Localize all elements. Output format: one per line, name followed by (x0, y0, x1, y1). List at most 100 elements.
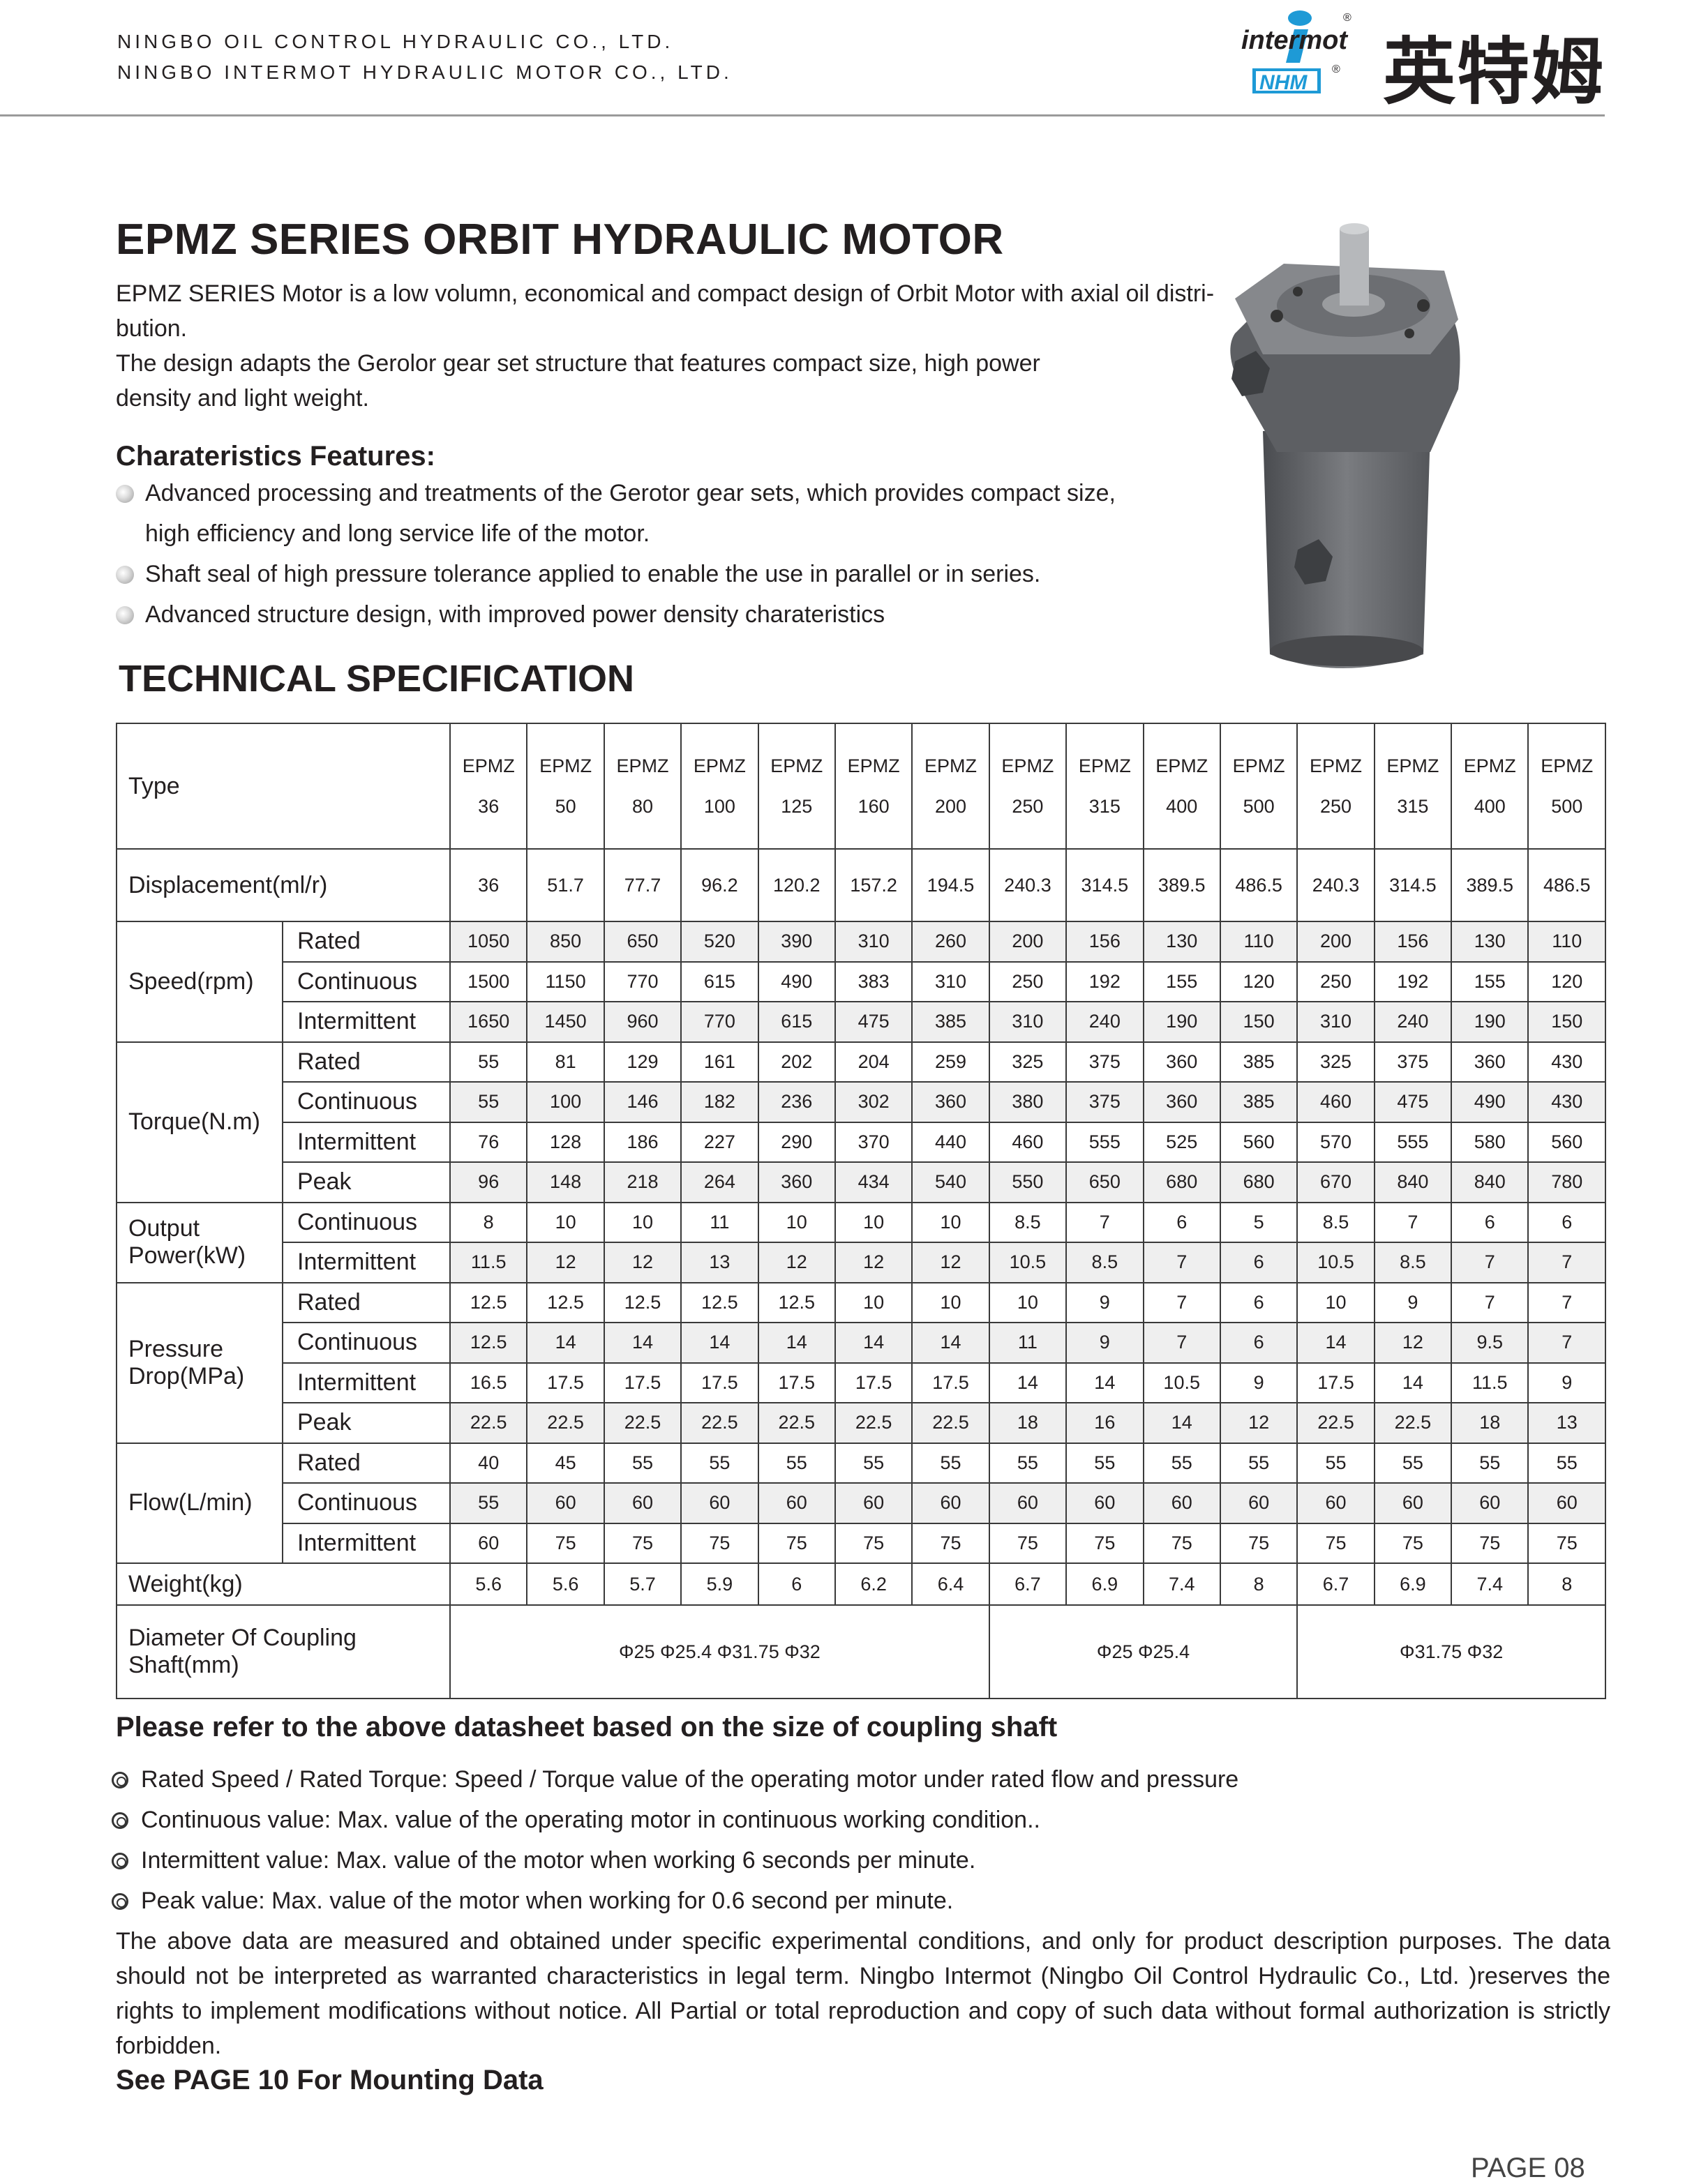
page-number: PAGE 08 (1471, 2153, 1585, 2183)
value-cell: 14 (1373, 1362, 1453, 1403)
table-row: Intermittent 16.5 17.5 17.5 17.5 17.5 17.5 17.5… (117, 1362, 1606, 1403)
value-cell: 555 (1373, 1121, 1453, 1163)
value-cell: 12.5 (757, 1281, 836, 1323)
value-cell: 570 (1296, 1121, 1375, 1163)
value-cell: 17.5 (526, 1362, 605, 1403)
table-row: Intermittent 1650 1450 960 770 615 475 385 310 24… (117, 1001, 1606, 1043)
value-cell: 10 (526, 1201, 605, 1243)
group-label: Speed(rpm) (116, 921, 283, 1043)
shaft-row: Diameter Of Coupling Shaft(mm) Φ25 Φ25.4 … (116, 1604, 1606, 1699)
value-cell: 11.5 (449, 1242, 528, 1283)
value-cell: 580 (1451, 1121, 1529, 1163)
value-cell: 17.5 (911, 1362, 990, 1403)
weight-label: Weight(kg) (116, 1562, 451, 1606)
value-cell: 260 (911, 921, 990, 963)
type-cell: EPMZ 80 (603, 723, 682, 850)
value-cell: 130 (1451, 921, 1529, 963)
type-cell: EPMZ 315 (1065, 723, 1144, 850)
type-cell: EPMZ 400 (1142, 723, 1221, 850)
value-cell: 7 (1527, 1242, 1606, 1283)
motor-product-image (1230, 223, 1460, 668)
value-cell: 75 (526, 1522, 605, 1564)
type-number: 250 (1012, 796, 1044, 817)
value-cell: 100 (526, 1081, 605, 1123)
value-cell: 555 (1065, 1121, 1144, 1163)
value-cell: 475 (834, 1001, 913, 1043)
value-cell: 150 (1527, 1001, 1606, 1043)
value-cell: 259 (911, 1041, 990, 1083)
value-cell: 75 (1296, 1522, 1375, 1564)
value-cell: 120 (1527, 961, 1606, 1002)
value-cell: 5 (1219, 1201, 1298, 1243)
type-number: 250 (1319, 796, 1352, 817)
group-label: Torque(N.m) (116, 1041, 283, 1203)
value-cell: 190 (1451, 1001, 1529, 1043)
table-row: Torque(N.m) Rated 55 81 129 161 202 204 259 325 37… (116, 1041, 1606, 1203)
value-cell: 14 (603, 1322, 682, 1364)
value-cell: 75 (1451, 1522, 1529, 1564)
value-cell: 840 (1451, 1161, 1529, 1203)
displacement-cell: 51.7 (526, 848, 605, 922)
value-cell: 8.5 (1065, 1242, 1144, 1283)
group-label: Pressure Drop(MPa) (116, 1281, 283, 1444)
value-cell: 12 (603, 1242, 682, 1283)
value-cell: 240 (1373, 1001, 1453, 1043)
shaft-cell: Φ25 Φ25.4 (988, 1604, 1298, 1699)
value-cell: 360 (1142, 1081, 1221, 1123)
weight-cell: 6.9 (1065, 1562, 1144, 1606)
value-cell: 850 (526, 921, 605, 963)
type-prefix: EPMZ (1463, 755, 1516, 776)
type-prefix: EPMZ (924, 755, 978, 776)
value-cell: 55 (449, 1482, 528, 1524)
row-label: Intermittent (282, 1522, 451, 1564)
type-prefix: EPMZ (462, 755, 515, 776)
value-cell: 16 (1065, 1402, 1144, 1444)
value-cell: 14 (1296, 1322, 1375, 1364)
value-cell: 55 (1219, 1442, 1298, 1484)
value-cell: 75 (1065, 1522, 1144, 1564)
value-cell: 430 (1527, 1041, 1606, 1083)
row-label: Intermittent (282, 1001, 451, 1043)
value-cell: 10 (757, 1201, 836, 1243)
table-row: Continuous 55 60 60 60 60 60 60 60 60 60 60 60 60 60 60 (117, 1482, 1606, 1524)
value-cell: 60 (834, 1482, 913, 1524)
value-cell: 120 (1219, 961, 1298, 1002)
value-cell: 650 (603, 921, 682, 963)
value-cell: 375 (1065, 1081, 1144, 1123)
type-number: 125 (781, 796, 813, 817)
svg-text:intermot: intermot (1241, 26, 1348, 55)
refer-note: Please refer to the above datasheet base… (116, 1712, 1058, 1742)
table-row: Continuous 55 100 146 182 236 302 360 380 375 360 3… (117, 1081, 1606, 1123)
intro-line: EPMZ SERIES Motor is a low volumn, econo… (116, 280, 1215, 307)
table-row: Continuous 12.5 14 14 14 14 14 14 11 9 7 6 14 12 9.5 7 (117, 1322, 1606, 1364)
type-number: 315 (1088, 796, 1121, 817)
row-label: Peak (282, 1161, 451, 1203)
value-cell: 10 (1296, 1281, 1375, 1323)
type-cell: EPMZ 100 (680, 723, 759, 850)
row-label: Continuous (282, 1482, 451, 1524)
value-cell: 17.5 (757, 1362, 836, 1403)
value-cell: 325 (988, 1041, 1068, 1083)
value-cell: 55 (449, 1081, 528, 1123)
circle-bullet-icon (112, 1812, 128, 1829)
displacement-cell: 96.2 (680, 848, 759, 922)
value-cell: 18 (1451, 1402, 1529, 1444)
intro-line: bution. (116, 315, 188, 342)
value-cell: 1050 (449, 921, 528, 963)
brand-chinese-name: 英特姆 (1383, 29, 1605, 114)
intro-line: The design adapts the Gerolor gear set s… (116, 350, 1040, 377)
value-cell: 12.5 (603, 1281, 682, 1323)
value-cell: 475 (1373, 1081, 1453, 1123)
type-prefix: EPMZ (1155, 755, 1208, 776)
value-cell: 60 (757, 1482, 836, 1524)
displacement-cell: 389.5 (1142, 848, 1221, 922)
value-cell: 45 (526, 1442, 605, 1484)
feature-item: Advanced processing and treatments of th… (116, 480, 1116, 507)
table-row: Flow(L/min) Rated 40 45 55 55 55 55 55 55 55 55 55 55… (116, 1442, 1606, 1564)
value-cell: 9 (1065, 1322, 1144, 1364)
group-label: Output Power(kW) (116, 1201, 283, 1283)
value-cell: 55 (988, 1442, 1068, 1484)
value-cell: 60 (1296, 1482, 1375, 1524)
value-cell: 8.5 (1373, 1242, 1453, 1283)
value-cell: 385 (911, 1001, 990, 1043)
